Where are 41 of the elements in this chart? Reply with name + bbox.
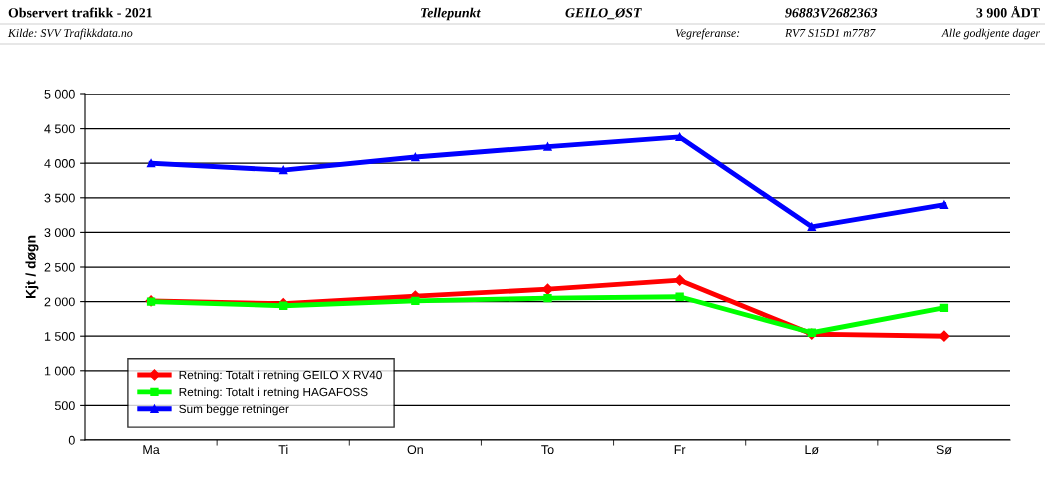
x-tick-label: To	[541, 445, 554, 455]
x-tick-label: Ma	[143, 445, 160, 455]
point	[675, 292, 684, 301]
text: Kilde: SVV Trafikkdata.no	[7, 28, 133, 40]
point	[411, 296, 420, 306]
point	[939, 200, 949, 209]
text: 3 900 ÅDT	[976, 5, 1040, 18]
y-tick-label: 3 000	[44, 228, 75, 238]
text: GEILO_ØST	[565, 7, 642, 20]
legend-label: Retning: Totalt i retning GEILO X RV40	[179, 370, 382, 382]
point	[807, 222, 816, 232]
legend-label: Sum begge retninger	[179, 404, 289, 416]
x-tick-label: Ti	[278, 444, 288, 454]
text: Tellepunkt	[421, 7, 481, 21]
point	[279, 165, 288, 175]
y-axis-title: Kjt / døgn	[25, 235, 39, 299]
y-tick-label: 500	[54, 401, 75, 411]
point	[411, 152, 420, 162]
y-tick-label: 0	[68, 435, 75, 445]
x-tick-label: Sø	[936, 445, 952, 455]
chart-title: Observert trafikk - 2021	[8, 7, 152, 18]
point	[543, 293, 552, 303]
y-tick-label: 1 000	[44, 366, 75, 376]
text: 96883V2682363	[785, 8, 878, 18]
point	[543, 142, 552, 151]
point	[146, 159, 156, 168]
text: RV7 S15D1 m7787	[784, 28, 876, 38]
x-tick-label: On	[407, 445, 423, 455]
x-tick-label: Fr	[674, 445, 686, 454]
point	[939, 303, 949, 312]
legend-label: Retning: Totalt i retning HAGAFOSS	[179, 387, 368, 399]
y-tick-label: 5 000	[44, 89, 75, 99]
y-tick-label: 2 000	[44, 297, 75, 307]
text: Vegreferanse:	[675, 28, 740, 40]
x-tick-label: Lø	[805, 445, 819, 455]
y-tick-label: 4 500	[44, 124, 75, 134]
y-tick-label: 4 000	[44, 159, 75, 168]
y-tick-label: 3 500	[44, 193, 75, 203]
text: Alle godkjente dager	[941, 28, 1041, 40]
y-tick-label: 2 500	[44, 262, 75, 272]
y-tick-label: 1 500	[44, 332, 75, 341]
